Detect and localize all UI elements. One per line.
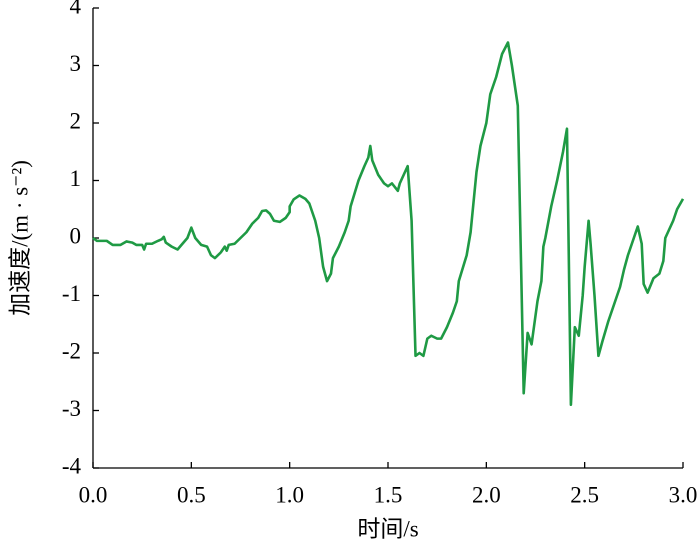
x-tick-label: 0.5 (177, 482, 206, 507)
x-tick-label: 2.5 (570, 482, 599, 507)
y-tick-label: 4 (70, 0, 82, 18)
x-tick-label: 1.0 (275, 482, 304, 507)
y-tick-label: -2 (62, 338, 81, 363)
y-tick-label: 1 (70, 166, 82, 191)
x-tick-label: 1.5 (374, 482, 403, 507)
y-tick-label: -3 (62, 396, 81, 421)
y-tick-label: 2 (70, 108, 82, 133)
x-tick-label: 2.0 (472, 482, 501, 507)
data-line (92, 41, 685, 407)
y-tick-label: 3 (70, 51, 82, 76)
y-tick-label: -4 (62, 453, 82, 478)
y-tick-label: -1 (62, 281, 81, 306)
x-axis-label: 时间/s (357, 516, 418, 541)
y-tick-label: 0 (70, 223, 82, 248)
y-axis-label: 加速度/(m · s⁻²) (7, 160, 32, 316)
x-tick-label: 3.0 (669, 482, 698, 507)
x-tick-label: 0.0 (79, 482, 108, 507)
